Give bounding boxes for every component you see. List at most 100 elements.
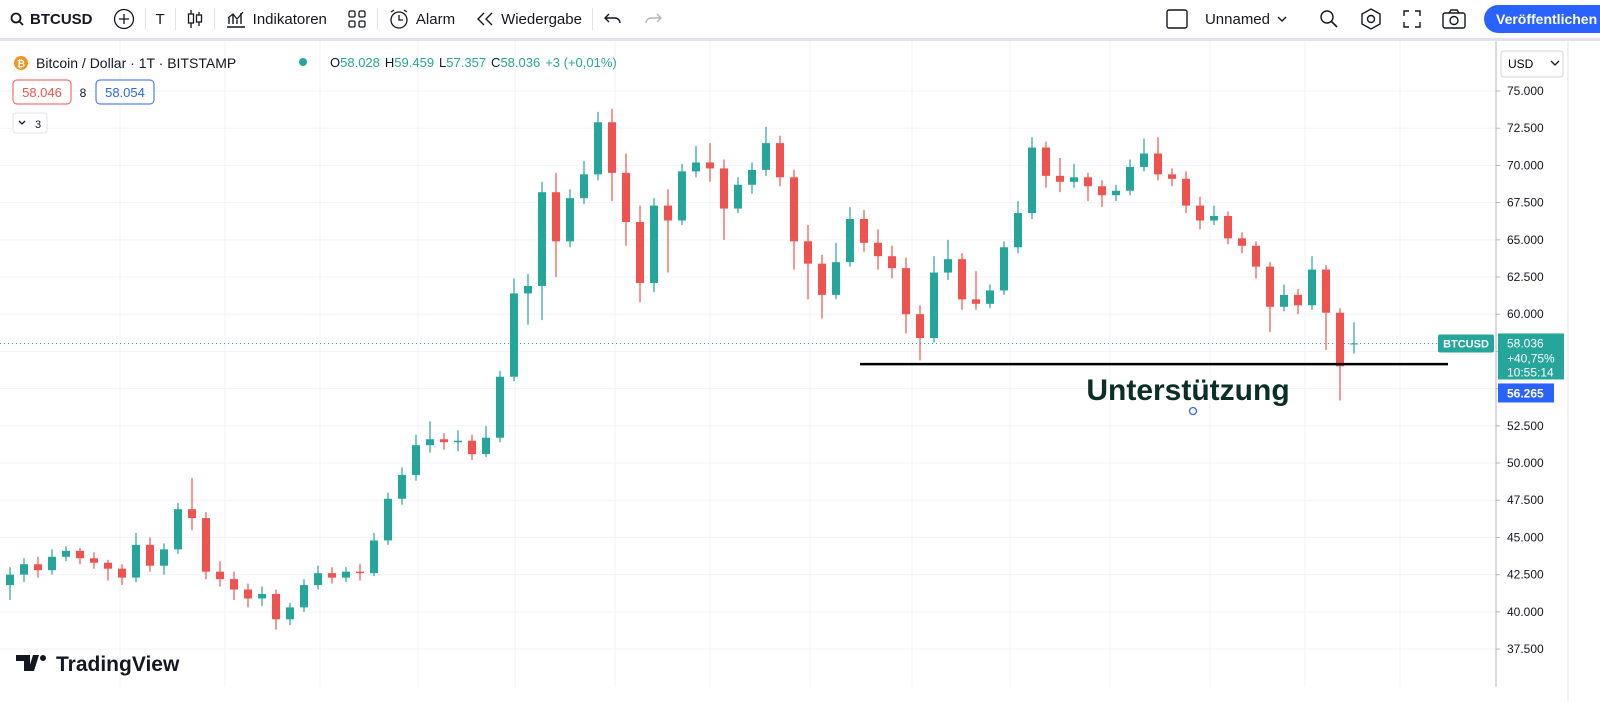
- candle-body: [636, 221, 644, 283]
- candle-body: [216, 571, 224, 580]
- tradingview-logo-dot: [40, 655, 46, 661]
- replay-icon: [477, 12, 493, 26]
- ohlc-value: 59.459: [394, 55, 434, 70]
- currency-select[interactable]: [1500, 50, 1564, 78]
- y-tick-label: 67.500: [1507, 196, 1544, 210]
- candle-body: [734, 184, 742, 209]
- settings-button[interactable]: [1350, 0, 1392, 38]
- candle-body: [944, 259, 952, 273]
- crosshair-price-label: 56.265: [1507, 386, 1544, 400]
- ohlc-values: O58.028 H59.459 L57.357 C58.036 +3 (+0,01%): [330, 55, 617, 70]
- last-price-box: [1498, 333, 1564, 380]
- candle-body: [664, 205, 672, 221]
- candle-body: [426, 439, 434, 446]
- candle-body: [776, 143, 784, 178]
- candle-body: [678, 171, 686, 221]
- symbol-tag: BTCUSD: [1443, 338, 1489, 350]
- candle-body: [48, 556, 56, 571]
- symbol-search[interactable]: BTCUSD: [0, 0, 103, 38]
- candle-body: [90, 558, 98, 563]
- candle-body: [1154, 153, 1162, 175]
- candle-body: [594, 122, 602, 175]
- price-axis-labels: 37.500 40.000 42.500 45.000 47.500 50.000 52.5…: [1496, 84, 1564, 656]
- interval-button[interactable]: T: [146, 0, 175, 38]
- replay-button[interactable]: Wiedergabe: [465, 0, 592, 38]
- separator: [591, 8, 593, 30]
- indicators-icon: [226, 11, 245, 28]
- candle-body: [622, 172, 630, 222]
- publish-button[interactable]: Veröffentlichen: [1484, 5, 1600, 33]
- buy-button[interactable]: [95, 79, 155, 105]
- countdown-label: 10:55:14: [1507, 365, 1554, 379]
- indicators-label: Indikatoren: [252, 10, 327, 28]
- chart-type-button[interactable]: [176, 0, 214, 38]
- support-label: Unterstützung: [1086, 374, 1289, 407]
- indicators-button[interactable]: Indikatoren: [215, 0, 337, 38]
- y-tick-label: 45.000: [1507, 530, 1544, 544]
- candle-body: [972, 299, 980, 304]
- candle-body: [468, 440, 476, 455]
- candle-body: [720, 168, 728, 209]
- undo-button[interactable]: [593, 0, 633, 38]
- candle-body: [244, 589, 252, 599]
- chevron-icon: [1277, 16, 1287, 22]
- candle-body: [482, 437, 490, 455]
- ohlc-value: 58.036: [500, 55, 540, 70]
- candle-body: [76, 550, 84, 559]
- redo-button[interactable]: [633, 0, 673, 38]
- candle-body: [188, 509, 196, 519]
- ohlc-change: +3 (+0,01%): [545, 55, 617, 70]
- candle-body: [412, 445, 420, 475]
- fullscreen-button[interactable]: [1392, 0, 1432, 38]
- symbol: BTCUSD: [30, 10, 93, 28]
- ohlc-value: 58.028: [340, 55, 380, 70]
- indicators-toggle[interactable]: [12, 112, 48, 134]
- candle-body: [1028, 147, 1036, 214]
- candle-body: [538, 192, 546, 286]
- alarm-button[interactable]: Alarm: [378, 0, 465, 38]
- y-tick-label: 60.000: [1507, 307, 1544, 321]
- candle-body: [762, 143, 770, 170]
- candle-body: [1210, 216, 1218, 221]
- candle-body: [1126, 166, 1134, 191]
- plus-icon: [113, 8, 134, 30]
- candle-body: [1084, 177, 1092, 187]
- quick-search-button[interactable]: [1308, 0, 1350, 38]
- symbol-tag-box: [1438, 334, 1494, 353]
- ohlc-value: 57.357: [446, 55, 486, 70]
- candle-body: [160, 549, 168, 566]
- compare-button[interactable]: [103, 0, 145, 38]
- candle-body: [566, 198, 574, 242]
- y-tick-label: 52.500: [1507, 419, 1544, 433]
- candle-body: [1182, 178, 1190, 206]
- candle-body: [846, 218, 854, 263]
- layouts-button[interactable]: [337, 0, 377, 38]
- candle-body: [860, 218, 868, 243]
- candle-body: [370, 540, 378, 574]
- quick-search-icon: [1320, 10, 1338, 28]
- candle-body: [6, 574, 14, 586]
- candle-body: [1000, 247, 1008, 291]
- candle-body: [1056, 175, 1064, 182]
- chart: BTCUSD Unterstützung USD 37.500 40.000 42.5…: [0, 41, 1600, 701]
- sell-price: 58.046: [22, 85, 62, 100]
- y-tick-label: 70.000: [1507, 158, 1544, 172]
- candle-body: [706, 162, 714, 169]
- candle-body: [580, 174, 588, 199]
- candle-body: [118, 568, 126, 578]
- chevron-icon: [1550, 60, 1560, 66]
- candle-body: [1308, 269, 1316, 306]
- snapshot-button[interactable]: [1432, 0, 1476, 38]
- candle-body: [916, 314, 924, 339]
- candles: [6, 108, 1358, 630]
- toolbar: BTCUSD T Indikatoren Alarm Wiedergabe Un…: [0, 0, 1600, 41]
- overlays: BTCUSD Unterstützung: [0, 334, 1496, 416]
- candle-body: [1350, 343, 1358, 345]
- layout-menu[interactable]: Unnamed: [1155, 0, 1298, 38]
- spread: 8: [80, 86, 87, 100]
- candle-body: [650, 205, 658, 283]
- bitcoin-logo: [14, 56, 28, 70]
- sell-button[interactable]: [12, 79, 72, 105]
- candle-body: [146, 544, 154, 566]
- y-tick-label: 47.500: [1507, 493, 1544, 507]
